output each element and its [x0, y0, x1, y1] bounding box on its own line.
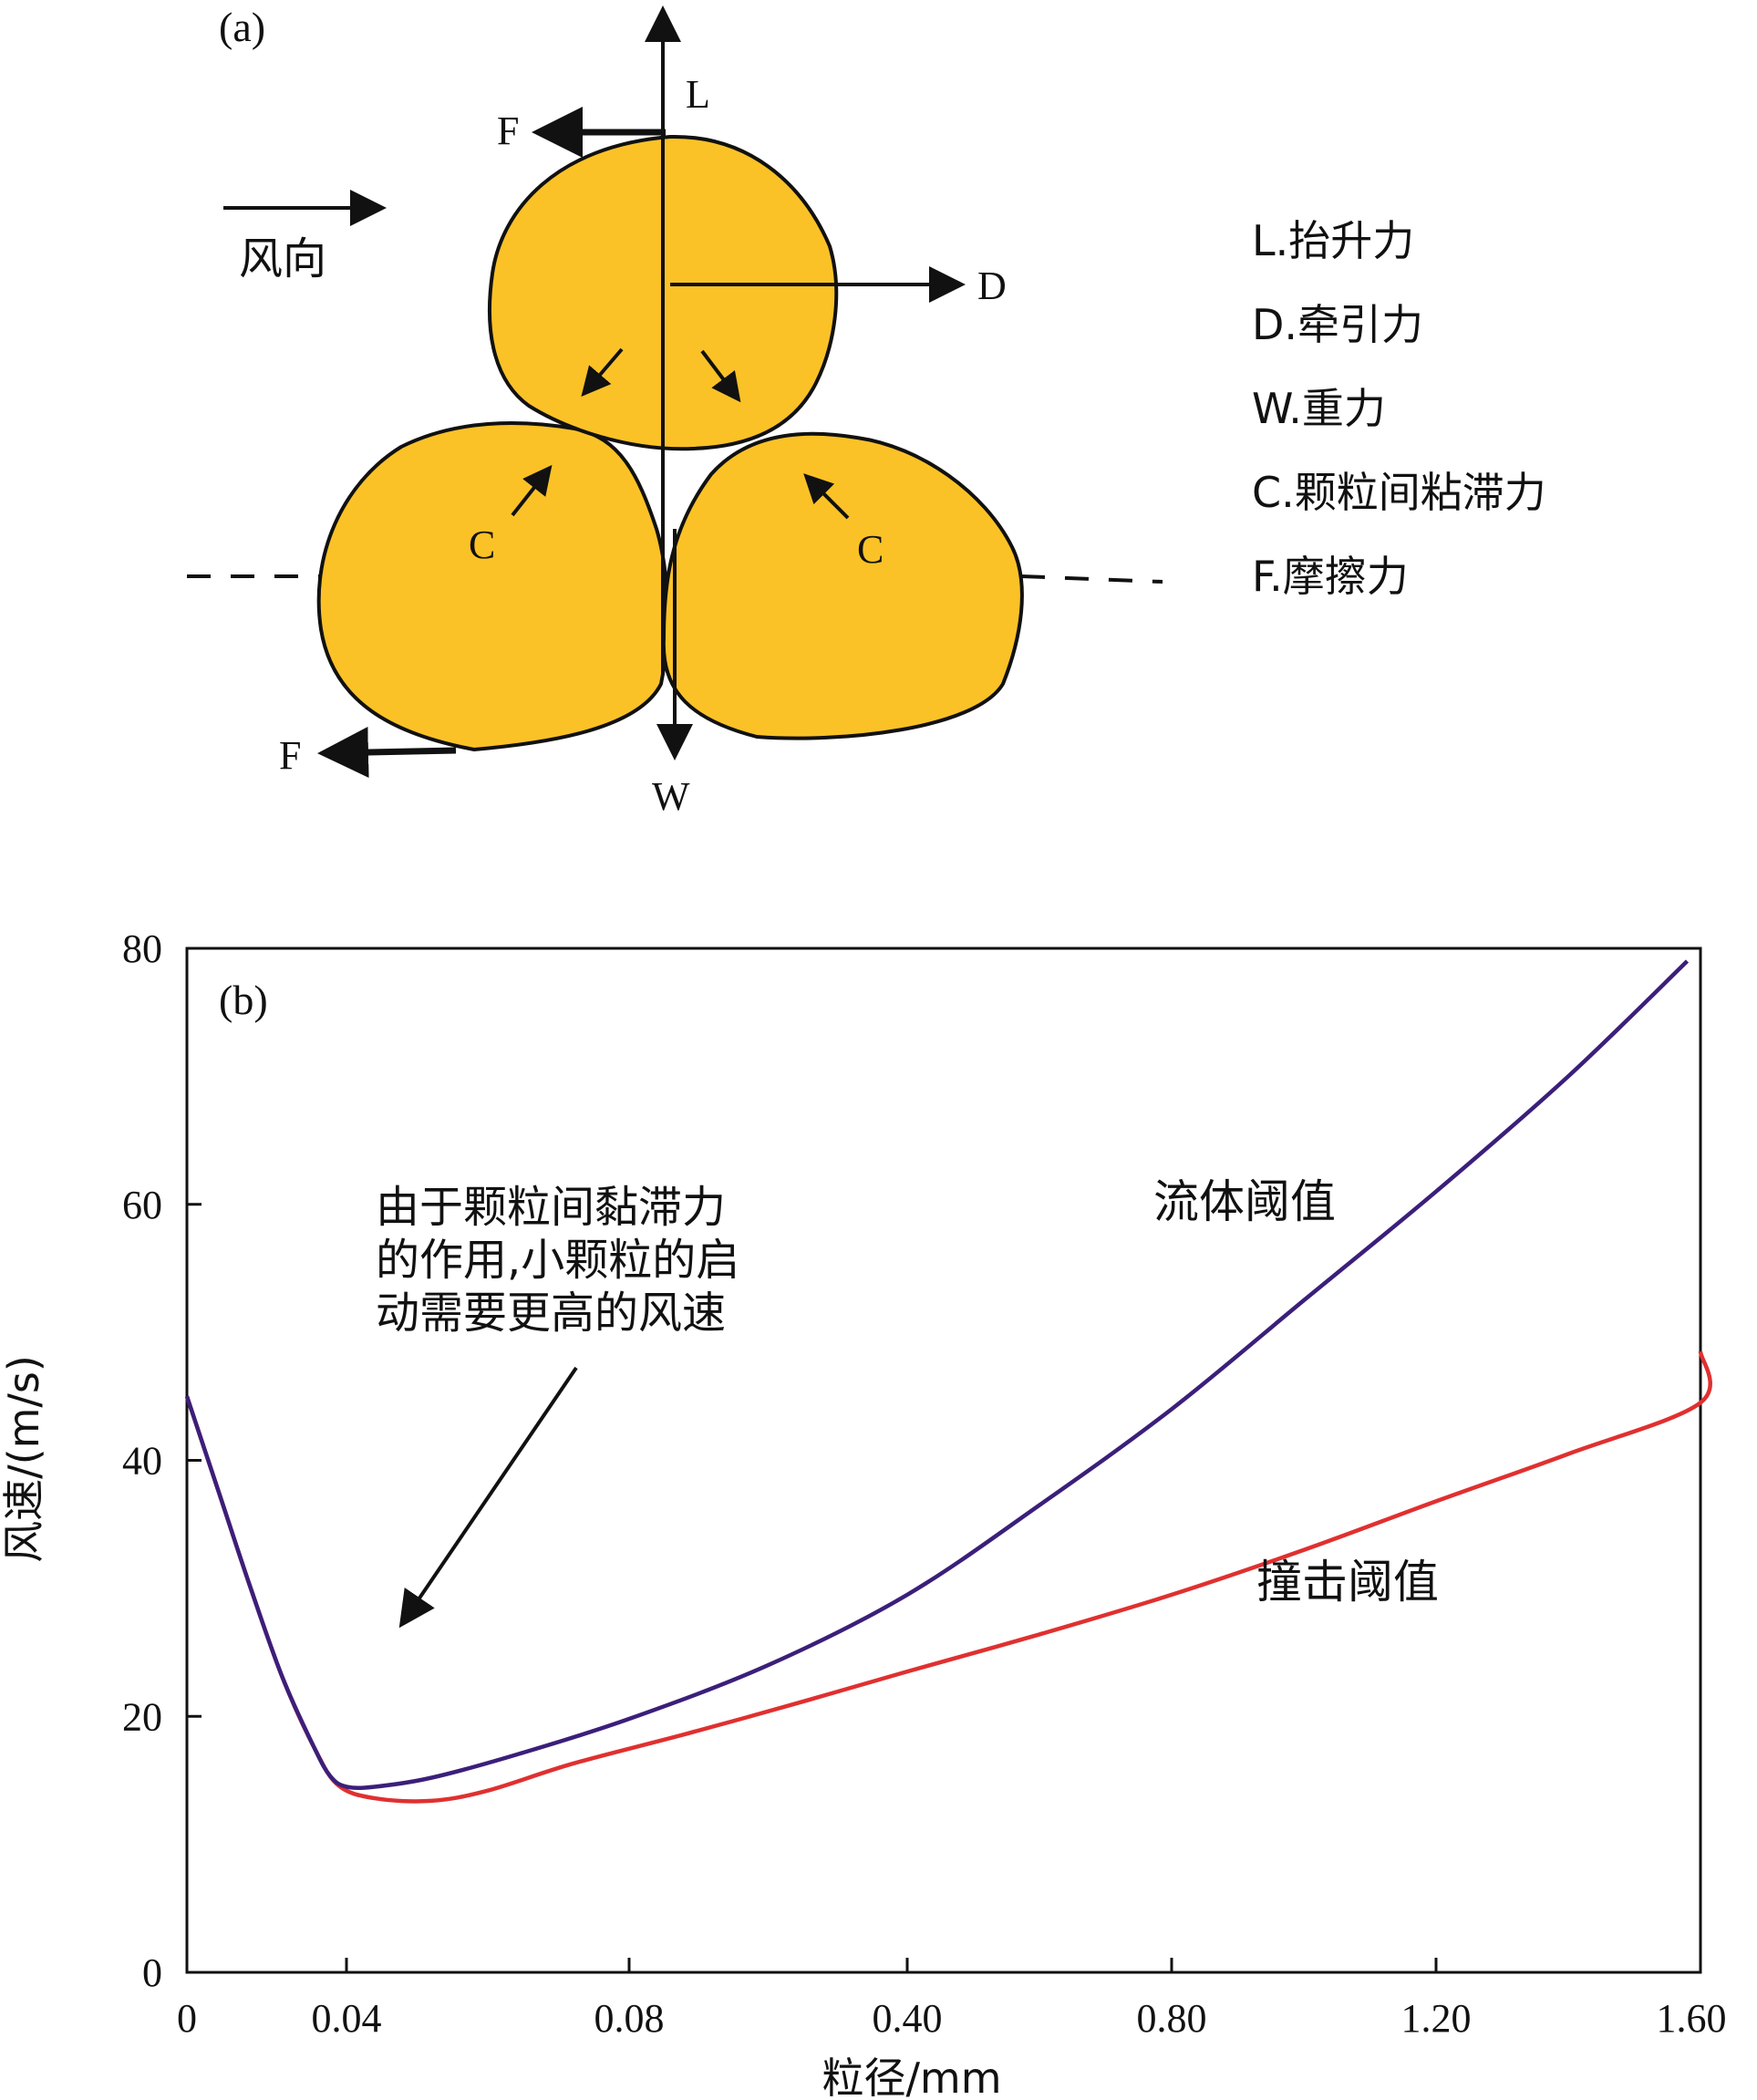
label-W: W	[652, 774, 690, 819]
y-tick-label: 40	[122, 1439, 162, 1484]
y-tick-label: 80	[122, 926, 162, 971]
y-axis-ticks: 0 20 40 60 80	[122, 926, 202, 1995]
x-axis-label: 粒径/mm	[822, 2053, 1001, 2100]
legend-item-lift: L.抬升力	[1252, 216, 1414, 265]
x-tick-label: 0.08	[594, 1996, 665, 2041]
annotation-line-1: 由于颗粒间黏滞力	[376, 1182, 726, 1233]
cohesion-arrow-top-right	[700, 349, 741, 403]
label-D: D	[977, 264, 1007, 308]
annotation-arrow	[398, 1366, 578, 1629]
x-tick-label: 0.40	[873, 1996, 943, 2041]
x-tick-label: 0	[177, 1996, 197, 2041]
panel-b-label: (b)	[219, 977, 268, 1023]
annotation: 由于颗粒间黏滞力 的作用,小颗粒的启 动需要更高的风速	[376, 1182, 739, 1629]
series-label-fluid: 流体阈值	[1153, 1175, 1336, 1228]
force-legend: L.抬升力 D.牵引力 W.重力 C.颗粒间粘滞力 F.摩擦力	[1252, 216, 1546, 601]
grain-right	[661, 431, 1024, 740]
x-tick-label: 0.80	[1137, 1996, 1207, 2041]
cohesion-arrow-left	[511, 464, 553, 517]
legend-item-friction: F.摩擦力	[1252, 552, 1409, 601]
label-C-right: C	[857, 527, 884, 572]
annotation-line-3: 动需要更高的风速	[376, 1288, 726, 1339]
legend-item-gravity: W.重力	[1252, 384, 1386, 433]
grain-left	[316, 421, 669, 752]
cohesion-arrow-right	[803, 473, 850, 520]
x-tick-label: 1.20	[1401, 1996, 1472, 2041]
plot-frame	[185, 947, 1702, 1974]
panel-a: (a) L W D F F C C 风向 L.抬升力 D	[187, 4, 1546, 819]
y-tick-label: 0	[142, 1950, 162, 1995]
label-C-left: C	[469, 522, 495, 567]
ground-line-right	[1020, 574, 1163, 584]
label-L: L	[686, 72, 710, 117]
y-tick-label: 20	[122, 1694, 162, 1739]
series-line-fluid-threshold	[184, 959, 1690, 1791]
series-line-impact-threshold	[184, 1350, 1712, 1804]
label-F-top: F	[497, 109, 519, 153]
chart-series	[184, 959, 1712, 1804]
wind-label: 风向	[239, 233, 326, 284]
legend-item-cohesion: C.颗粒间粘滞力	[1252, 468, 1546, 517]
friction-arrow-bottom	[317, 726, 457, 778]
legend-item-drag: D.牵引力	[1252, 300, 1423, 349]
annotation-line-2: 的作用,小颗粒的启	[376, 1235, 739, 1286]
label-F-bottom: F	[279, 733, 301, 778]
y-tick-label: 60	[122, 1183, 162, 1227]
panel-a-label: (a)	[219, 4, 265, 50]
x-tick-label: 1.60	[1657, 1996, 1727, 2041]
x-tick-label: 0.04	[312, 1996, 382, 2041]
cohesion-arrow-top-left	[581, 347, 624, 398]
series-label-impact: 撞击阈值	[1256, 1556, 1439, 1609]
y-axis-label: 风速/(m/s)	[0, 1355, 48, 1563]
x-axis-ticks: 0 0.04 0.08 0.40 0.80 1.20 1.60	[177, 1958, 1727, 2041]
